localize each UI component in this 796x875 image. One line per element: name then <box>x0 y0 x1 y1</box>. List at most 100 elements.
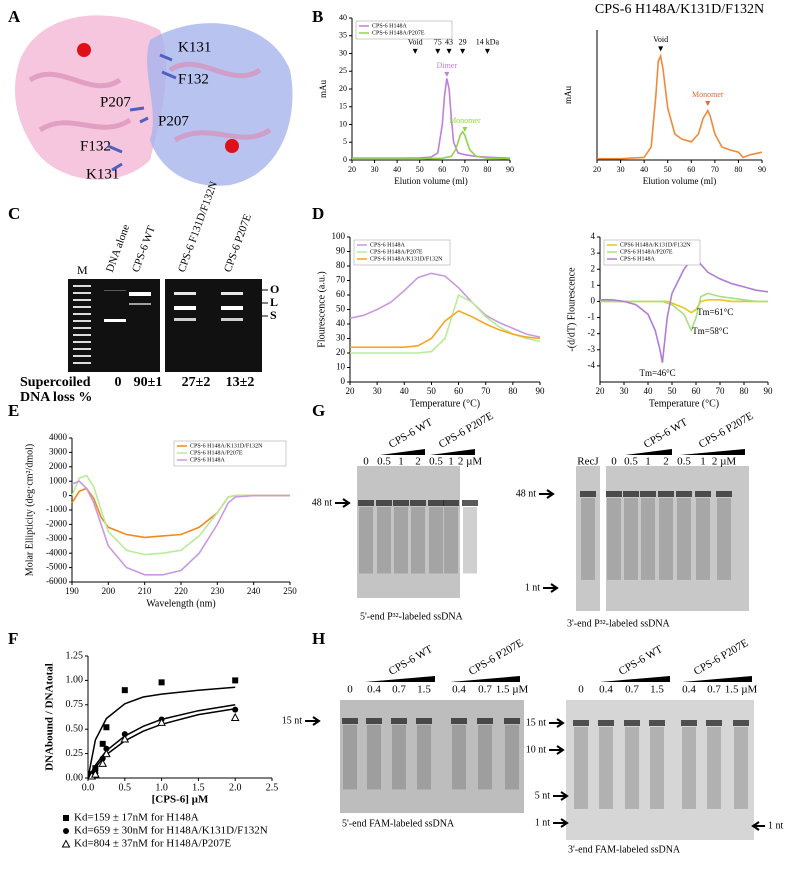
x-tick-label: 0.0 <box>82 782 95 793</box>
x-tick-label: 60 <box>438 165 446 174</box>
band-label: O <box>270 282 279 296</box>
data-line <box>71 480 290 576</box>
gel-smear <box>717 498 731 580</box>
ladder-band <box>73 341 91 343</box>
annotation: Dimer <box>437 61 458 70</box>
y-tick-label: -5000 <box>46 562 67 572</box>
fit-curve <box>87 704 236 779</box>
gel-smear <box>599 727 613 809</box>
panel-label: A <box>8 7 21 26</box>
lane-label: 1.5 µM <box>496 684 529 696</box>
gel-band <box>598 720 614 726</box>
legend-label: CPS-6 H148A <box>190 457 226 463</box>
ladder-band <box>73 348 91 350</box>
gel-band <box>580 491 596 497</box>
gel-band <box>706 720 722 726</box>
data-line <box>597 53 763 160</box>
gel-caption: 3'-end FAM-labeled ssDNA <box>568 844 681 855</box>
group-label: CPS-6 P207E <box>692 637 751 678</box>
size-marker: 15 nt <box>526 717 547 728</box>
legend-label: CPS-6 H148A/P207E <box>370 249 423 255</box>
x-tick-label: 240 <box>247 586 261 596</box>
lane-label: CPS-6 F131D/F132N <box>176 180 220 274</box>
point <box>232 677 239 684</box>
point <box>91 769 100 778</box>
gel-smear <box>734 727 748 809</box>
y-tick-label: 0.00 <box>66 772 84 783</box>
legend-box <box>355 20 453 40</box>
gel-band <box>104 319 126 322</box>
annotation-arrow <box>484 48 490 54</box>
gel-smear <box>367 725 381 790</box>
protein-chain <box>147 23 293 186</box>
point <box>99 740 106 747</box>
lane-label: 1.5 µM <box>725 684 758 696</box>
group-label: CPS-6 P207E <box>437 410 496 451</box>
helix <box>28 61 272 143</box>
residue-label: K131 <box>178 39 211 55</box>
legend-label: CPS-6 H148A <box>370 242 406 248</box>
gel-band <box>477 718 493 724</box>
y-tick-label: 10 <box>339 119 347 128</box>
ladder-band <box>73 320 91 322</box>
residue-stick <box>107 144 123 154</box>
gel-band <box>676 491 692 497</box>
lane-label: 0.5 <box>624 456 638 468</box>
marker-arrow <box>549 745 565 755</box>
row-title: DNA loss % <box>20 390 92 405</box>
group-label: CPS-6 WT <box>642 416 690 451</box>
annotation: 43 <box>445 38 453 47</box>
point <box>63 828 69 834</box>
size-marker: 10 nt <box>526 744 547 755</box>
panel-label: F <box>8 629 18 648</box>
y-tick-label: 100 <box>332 231 346 241</box>
lane-label: 0.5 <box>429 456 443 468</box>
y-tick-label: 0.25 <box>66 748 84 759</box>
gel-smear <box>429 507 443 574</box>
gel-band <box>504 718 520 724</box>
x-tick-label: 70 <box>711 165 719 174</box>
legend-box <box>353 239 451 266</box>
gel-band <box>221 292 243 295</box>
lane-label: M <box>77 263 88 277</box>
y-tick-label: 0 <box>343 155 347 164</box>
chart-title: CPS-6 H148A/K131D/F132N <box>595 2 764 17</box>
lane-label: 0.4 <box>682 684 696 696</box>
lane-label: 0.7 <box>478 684 492 696</box>
x-tick-label: 230 <box>211 586 225 596</box>
gel-smear <box>574 727 588 809</box>
residue-label: F132 <box>178 71 209 87</box>
gel <box>576 466 600 611</box>
lane-label: 0.4 <box>367 684 381 696</box>
x-axis-label: [CPS-6] µM <box>152 794 209 806</box>
gel-band <box>428 500 444 506</box>
marker-arrow <box>553 818 569 828</box>
gel-band <box>221 318 243 321</box>
residue-stick <box>161 70 177 80</box>
residue-label: F132 <box>80 138 111 154</box>
legend-label: CPS-6 H148A/P207E <box>620 249 673 255</box>
lane-label: 1 <box>448 456 454 468</box>
y-tick-label: -1000 <box>46 504 67 514</box>
y-tick-label: -4 <box>588 360 596 370</box>
y-tick-label: 4000 <box>49 432 68 442</box>
y-tick-label: 35 <box>339 31 347 40</box>
gel-band <box>733 720 749 726</box>
gel-band <box>681 720 697 726</box>
ladder-band <box>73 362 91 364</box>
data-line <box>352 130 511 160</box>
lane-label: 2 µM <box>712 456 737 468</box>
legend-label: CPS-6 H148A <box>372 23 408 29</box>
marker-arrow <box>751 821 765 831</box>
gel-band <box>573 720 589 726</box>
panel-label: E <box>8 401 19 420</box>
y-tick-label: 3 <box>591 247 596 257</box>
lane-label: 1 <box>645 456 651 468</box>
concentration-wedge <box>625 449 672 455</box>
y-tick-label: 1.25 <box>66 650 84 661</box>
annotation-arrow <box>460 48 466 54</box>
lane-label: CPS-6 WT <box>130 224 158 274</box>
concentration-wedge <box>380 449 425 455</box>
gel-band <box>174 318 196 321</box>
x-tick-label: 60 <box>692 386 702 396</box>
